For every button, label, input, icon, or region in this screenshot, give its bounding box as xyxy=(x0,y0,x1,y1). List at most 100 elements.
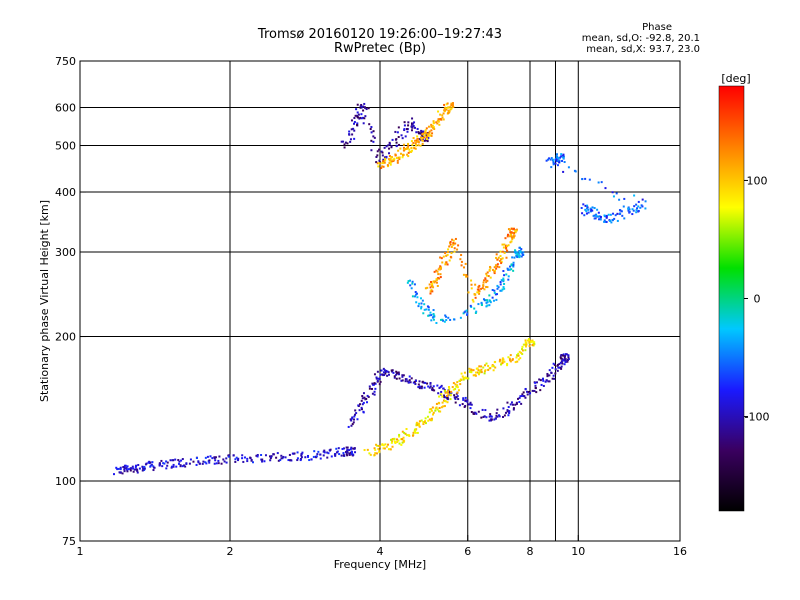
data-point xyxy=(447,248,450,251)
data-point xyxy=(121,472,124,475)
data-point xyxy=(406,143,409,146)
data-point xyxy=(448,111,451,114)
data-point xyxy=(401,156,404,159)
data-point xyxy=(513,251,516,254)
data-point xyxy=(276,452,279,455)
data-point xyxy=(428,411,431,414)
data-point xyxy=(358,409,361,412)
data-point xyxy=(503,274,506,277)
data-point xyxy=(584,177,587,180)
data-point xyxy=(462,312,465,315)
data-point xyxy=(363,106,366,109)
data-point xyxy=(393,375,396,378)
x-tick-label: 10 xyxy=(571,545,585,558)
data-point xyxy=(413,283,416,286)
data-point xyxy=(406,146,409,149)
data-point xyxy=(423,136,426,139)
data-point xyxy=(424,129,427,132)
data-point xyxy=(421,299,424,302)
data-point xyxy=(407,434,410,437)
data-point xyxy=(466,275,469,278)
data-point xyxy=(429,290,432,293)
data-point xyxy=(360,103,363,106)
data-point xyxy=(493,291,496,294)
data-point xyxy=(522,391,525,394)
data-point xyxy=(439,265,442,268)
data-point xyxy=(444,314,447,317)
data-point xyxy=(477,303,480,306)
scatter-points xyxy=(113,102,647,476)
data-point xyxy=(491,268,494,271)
data-point xyxy=(435,402,438,405)
data-point xyxy=(444,396,447,399)
data-point xyxy=(487,364,490,367)
data-point xyxy=(429,385,432,388)
data-point xyxy=(484,277,487,280)
data-point xyxy=(451,386,454,389)
data-point xyxy=(505,273,508,276)
data-point xyxy=(349,138,352,141)
data-point xyxy=(437,392,440,395)
data-point xyxy=(521,353,524,356)
data-point xyxy=(524,396,527,399)
data-point xyxy=(511,256,514,259)
data-point xyxy=(204,461,207,464)
data-point xyxy=(161,465,164,468)
data-point xyxy=(374,382,377,385)
data-point xyxy=(371,392,374,395)
data-point xyxy=(453,247,456,250)
data-point xyxy=(551,377,554,380)
data-point xyxy=(348,452,351,455)
data-point xyxy=(540,383,543,386)
data-point xyxy=(557,159,560,162)
data-point xyxy=(202,460,205,463)
data-point xyxy=(410,377,413,380)
data-point xyxy=(554,158,557,161)
data-point xyxy=(473,412,476,415)
data-point xyxy=(166,464,169,467)
data-point xyxy=(496,284,499,287)
data-point xyxy=(474,283,477,286)
data-point xyxy=(395,377,398,380)
data-point xyxy=(449,105,452,108)
data-point xyxy=(446,253,449,256)
data-point xyxy=(172,465,175,468)
colorbar-tick-label: -100 xyxy=(745,411,770,424)
data-point xyxy=(472,369,475,372)
data-point xyxy=(375,443,378,446)
data-point xyxy=(430,123,433,126)
data-point xyxy=(424,422,427,425)
data-point xyxy=(417,422,420,425)
data-point xyxy=(552,374,555,377)
data-point xyxy=(375,452,378,455)
data-point xyxy=(398,435,401,438)
x-tick-label: 8 xyxy=(527,545,534,558)
data-point xyxy=(505,256,508,259)
data-point xyxy=(410,140,413,143)
data-point xyxy=(510,268,513,271)
data-point xyxy=(451,238,454,241)
data-point xyxy=(450,391,453,394)
data-point xyxy=(448,387,451,390)
data-point xyxy=(388,162,391,165)
data-point xyxy=(280,457,283,460)
data-point xyxy=(131,465,134,468)
data-point xyxy=(414,428,417,431)
data-point xyxy=(426,137,429,140)
data-point xyxy=(550,371,553,374)
data-point xyxy=(510,227,513,230)
data-point xyxy=(436,408,439,411)
data-point xyxy=(445,394,448,397)
data-point xyxy=(560,365,563,368)
data-point xyxy=(438,410,441,413)
data-point xyxy=(378,444,381,447)
data-point xyxy=(496,258,499,261)
data-point xyxy=(510,264,513,267)
data-point xyxy=(502,270,505,273)
data-point xyxy=(166,461,169,464)
data-point xyxy=(416,423,419,426)
data-point xyxy=(470,371,473,374)
data-point xyxy=(505,246,508,249)
data-point xyxy=(560,354,563,357)
